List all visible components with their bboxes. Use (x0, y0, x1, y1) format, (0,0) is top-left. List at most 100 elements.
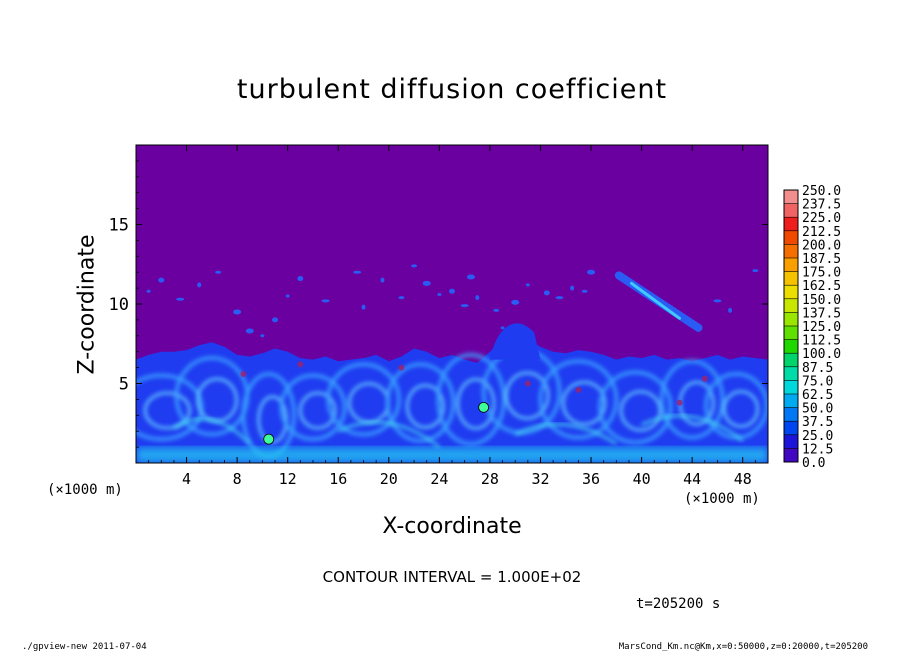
colorbar-swatch (784, 217, 798, 231)
blob (272, 317, 279, 323)
x-tick-label: 44 (683, 470, 701, 488)
colorbar-label: 62.5 (802, 388, 833, 403)
colorbar-label: 112.5 (802, 334, 841, 349)
blob (437, 292, 442, 296)
low-spot (524, 380, 531, 387)
colorbar-swatch (784, 380, 798, 394)
colorbar-swatch (784, 298, 798, 313)
blob (197, 282, 202, 288)
streak (337, 420, 441, 449)
colorbar-label: 225.0 (802, 211, 841, 226)
blob (466, 274, 475, 280)
x-tick-label: 28 (481, 470, 499, 488)
blob (555, 296, 564, 300)
time-label: t=205200 s (636, 596, 721, 612)
blob (380, 277, 385, 283)
colorbar-label: 162.5 (802, 279, 841, 294)
blob (398, 296, 405, 300)
blob (511, 299, 520, 305)
blob (460, 304, 469, 308)
x-tick-label: 48 (734, 470, 752, 488)
y-tick-label: 5 (119, 375, 129, 395)
x-tick-label: 24 (430, 470, 448, 488)
colorbar-swatch (784, 434, 798, 449)
eddy-ring (538, 359, 619, 440)
colorbar-swatch (784, 448, 798, 462)
plume-core (629, 281, 682, 320)
y-tick-label: 10 (109, 295, 129, 315)
eddy-ring (279, 373, 347, 442)
colorbar-swatch (784, 230, 798, 245)
colorbar-swatch (784, 366, 798, 381)
colorbar-label: 87.5 (802, 361, 833, 376)
x-tick-label: 32 (531, 470, 549, 488)
colorbar-label: 150.0 (802, 293, 841, 308)
contour-interval: CONTOUR INTERVAL = 1.000E+02 (322, 568, 582, 586)
blob (215, 270, 222, 274)
surface-layer (136, 447, 768, 463)
colorbar-swatch (784, 339, 798, 354)
colorbar-swatch (784, 244, 798, 258)
colorbar-swatch (784, 258, 798, 272)
eddy-core (405, 383, 445, 429)
eddy-core (143, 391, 192, 430)
eddy-core (504, 371, 550, 420)
y-axis-label: Z-coordinate (74, 234, 100, 375)
blob (260, 334, 265, 338)
eddy-ring (136, 373, 204, 442)
blob (176, 297, 185, 301)
colorbar-swatch (784, 271, 798, 286)
colorbar-label: 200.0 (802, 238, 841, 253)
blob (587, 269, 596, 275)
colorbar-label: 37.5 (802, 415, 833, 430)
blob (285, 294, 290, 298)
footer-right: MarsCond_Km.nc@Km,x=0:50000,z=0:20000,t=… (618, 642, 868, 652)
x-unit-label-right: (×1000 m) (684, 491, 760, 507)
streak (173, 417, 251, 445)
x-axis-label: X-coordinate (382, 514, 522, 539)
colorbar-swatch (784, 394, 798, 408)
colorbar-label: 12.5 (802, 442, 833, 457)
blob (475, 295, 480, 301)
eddy-core (298, 391, 337, 430)
colorbar-swatch (784, 203, 798, 218)
colorbar-swatch (784, 326, 798, 340)
x-tick-label: 40 (633, 470, 651, 488)
eddy-core (722, 389, 760, 428)
updraft (489, 323, 541, 360)
low-spot (297, 361, 304, 368)
blob (581, 289, 588, 293)
blob (752, 269, 759, 273)
x-tick-label: 20 (380, 470, 398, 488)
eddy-core (619, 390, 662, 432)
colorbar-label: 0.0 (802, 456, 825, 471)
eddy-core (456, 377, 496, 430)
colorbar-swatch (784, 190, 798, 204)
low-spot (240, 370, 247, 377)
colorbar-swatch (784, 353, 798, 367)
blob (543, 290, 550, 296)
blob (297, 276, 304, 282)
low-spot (701, 375, 708, 382)
low-spot (575, 386, 582, 393)
blob (713, 299, 722, 303)
x-tick-label: 4 (182, 470, 191, 488)
low-spot (398, 364, 405, 371)
blob (233, 309, 242, 315)
blob (361, 304, 366, 310)
x-tick-label: 8 (233, 470, 242, 488)
x-tick-label: 12 (279, 470, 297, 488)
colorbar-label: 250.0 (802, 184, 841, 199)
eddy-ring (436, 352, 506, 446)
colorbar-label: 50.0 (802, 402, 833, 417)
blob (158, 277, 165, 283)
high-eddy (263, 433, 275, 445)
blob (493, 308, 500, 312)
colorbar-label: 175.0 (802, 266, 841, 281)
blob (146, 289, 151, 293)
x-tick-label: 16 (329, 470, 347, 488)
high-eddy (478, 401, 490, 413)
eddy-ring (659, 359, 725, 440)
colorbar-label: 137.5 (802, 306, 841, 321)
